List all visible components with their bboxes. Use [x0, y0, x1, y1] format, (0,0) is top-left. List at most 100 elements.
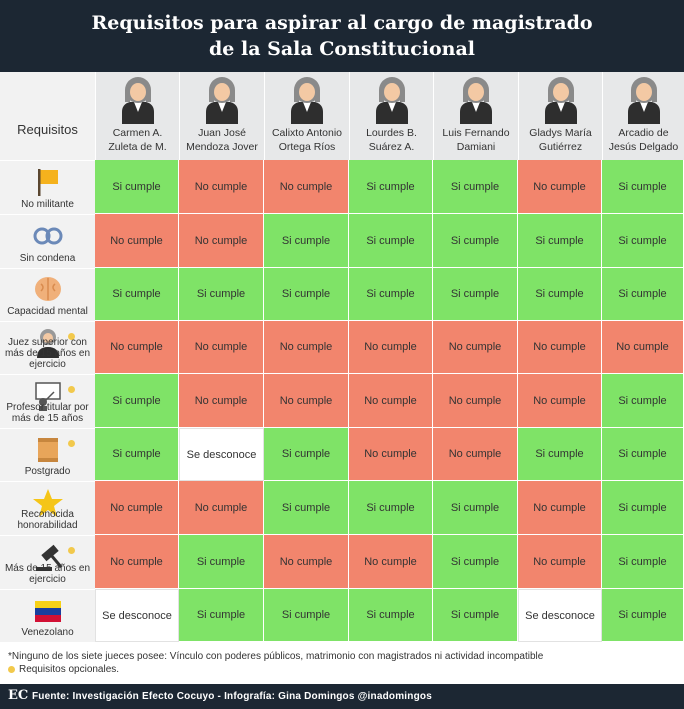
footer-source: Fuente: Investigación Efecto Cocuyo - In…: [32, 691, 432, 702]
requirement-label: Sin condena: [19, 253, 76, 264]
status-cell: Si cumple: [349, 268, 433, 321]
judge-name-line-1: Gladys María: [529, 127, 592, 139]
status-cell: Si cumple: [349, 214, 433, 268]
status-cell: Si cumple: [602, 160, 684, 214]
requirement-label: Postgrado: [24, 466, 71, 477]
status-cell: Si cumple: [264, 268, 349, 321]
status-cell: No cumple: [518, 160, 602, 214]
judge-name-line-1: Arcadio de: [618, 127, 669, 139]
status-cell: Si cumple: [602, 268, 684, 321]
status-cell: Si cumple: [602, 481, 684, 535]
status-cell: No cumple: [264, 535, 349, 589]
status-cell: Si cumple: [264, 589, 349, 642]
status-cell: No cumple: [179, 481, 264, 535]
optional-dot-icon: [68, 547, 75, 554]
requirement-row-label: Capacidad mental: [0, 268, 95, 321]
gavel-icon: [32, 541, 64, 578]
optional-dot-icon: [68, 440, 75, 447]
status-cell: No cumple: [518, 321, 602, 374]
judge-name-line-2: Zuleta de M.: [108, 141, 167, 153]
star-icon: [32, 487, 64, 524]
judge-name-line-1: Luis Fernando: [442, 127, 510, 139]
judge-column-header: Gladys María Gutiérrez: [518, 72, 602, 160]
judge-column-header: Luis Fernando Damiani: [433, 72, 518, 160]
status-cell: Si cumple: [95, 428, 179, 481]
footnote-text: *Ninguno de los siete jueces posee: Vínc…: [8, 651, 544, 662]
efecto-cocuyo-logo: EC: [8, 688, 29, 703]
status-cell: Si cumple: [349, 160, 433, 214]
judge-name-line-2: Ortega Ríos: [278, 141, 336, 153]
requirements-header-label: Requisitos: [17, 122, 78, 137]
professor-icon: [32, 380, 64, 417]
status-cell: Se desconoce: [179, 428, 264, 481]
requirement-label: Más de 15 años en ejercicio: [4, 563, 91, 585]
requirement-label: Reconocida honorabilidad: [17, 509, 78, 531]
status-cell: Se desconoce: [518, 589, 602, 642]
status-cell: Si cumple: [602, 589, 684, 642]
judge-name: Calixto Antonio Ortega Ríos: [267, 126, 347, 154]
flag-icon: [32, 166, 64, 203]
status-cell: No cumple: [602, 321, 684, 374]
judge-name-line-1: Lourdes B.: [366, 127, 417, 139]
judge-name: Arcadio de Jesús Delgado: [605, 126, 682, 154]
status-cell: Si cumple: [179, 589, 264, 642]
status-cell: No cumple: [264, 374, 349, 428]
judge-column-header: Arcadio de Jesús Delgado: [602, 72, 684, 160]
judge-name-line-2: Jesús Delgado: [608, 141, 679, 153]
requirement-label: Capacidad mental: [7, 306, 88, 317]
status-cell: Si cumple: [602, 428, 684, 481]
status-cell: No cumple: [433, 374, 518, 428]
requirement-label: No militante: [21, 199, 74, 210]
status-cell: No cumple: [264, 321, 349, 374]
judge-name-line-1: Calixto Antonio: [271, 127, 343, 139]
status-cell: Si cumple: [433, 268, 518, 321]
status-cell: Si cumple: [349, 589, 433, 642]
status-cell: Si cumple: [602, 214, 684, 268]
judge-icon: [32, 327, 64, 364]
requirement-row-label: Reconocida honorabilidad: [0, 481, 95, 535]
judge-name-line-2: Gutiérrez: [538, 141, 583, 153]
status-cell: No cumple: [264, 160, 349, 214]
judge-name: Lourdes B. Suárez A.: [352, 126, 431, 154]
requirement-label: Venezolano: [21, 627, 74, 638]
requirement-row-label: Profesor titular por más de 15 años: [0, 374, 95, 428]
status-cell: Si cumple: [518, 214, 602, 268]
status-cell: Si cumple: [95, 160, 179, 214]
judge-column-header: Lourdes B. Suárez A.: [349, 72, 433, 160]
footer: EC Fuente: Investigación Efecto Cocuyo -…: [0, 684, 684, 709]
requirement-row-label: Postgrado: [0, 428, 95, 481]
optional-dot-icon: [68, 333, 75, 340]
status-cell: No cumple: [95, 321, 179, 374]
status-cell: No cumple: [433, 428, 518, 481]
status-cell: No cumple: [179, 214, 264, 268]
handcuffs-icon: [32, 220, 64, 257]
title-line-1: Requisitos para aspirar al cargo de magi…: [91, 12, 593, 34]
requirement-label: Profesor titular por más de 15 años: [6, 402, 89, 424]
requirement-label: Juez superior con más de 15 años en ejer…: [4, 337, 91, 370]
requirement-row-label: No militante: [0, 160, 95, 214]
footnote: *Ninguno de los siete jueces posee: Vínc…: [8, 650, 543, 676]
judge-name: Carmen A. Zuleta de M.: [98, 126, 177, 154]
brain-icon: [32, 274, 64, 311]
judge-name-line-2: Damiani: [456, 141, 496, 153]
status-cell: Si cumple: [433, 214, 518, 268]
status-cell: No cumple: [179, 374, 264, 428]
status-cell: Si cumple: [433, 535, 518, 589]
judge-column-header: Calixto Antonio Ortega Ríos: [264, 72, 349, 160]
judge-name-line-1: Juan José: [198, 127, 246, 139]
optional-legend-label: Requisitos opcionales.: [19, 664, 120, 675]
status-cell: No cumple: [95, 535, 179, 589]
requirements-header: Requisitos: [0, 72, 95, 160]
judge-column-header: Carmen A. Zuleta de M.: [95, 72, 179, 160]
requirement-row-label: Venezolano: [0, 589, 95, 642]
requirement-row-label: Sin condena: [0, 214, 95, 268]
judge-name-line-1: Carmen A.: [112, 127, 163, 139]
status-cell: No cumple: [518, 374, 602, 428]
status-cell: Si cumple: [95, 374, 179, 428]
judge-name: Gladys María Gutiérrez: [521, 126, 600, 154]
status-cell: No cumple: [518, 481, 602, 535]
status-cell: Si cumple: [602, 535, 684, 589]
judge-name-line-2: Suárez A.: [368, 141, 415, 153]
judge-column-header: Juan José Mendoza Jover: [179, 72, 264, 160]
optional-legend: Requisitos opcionales.: [8, 663, 543, 676]
